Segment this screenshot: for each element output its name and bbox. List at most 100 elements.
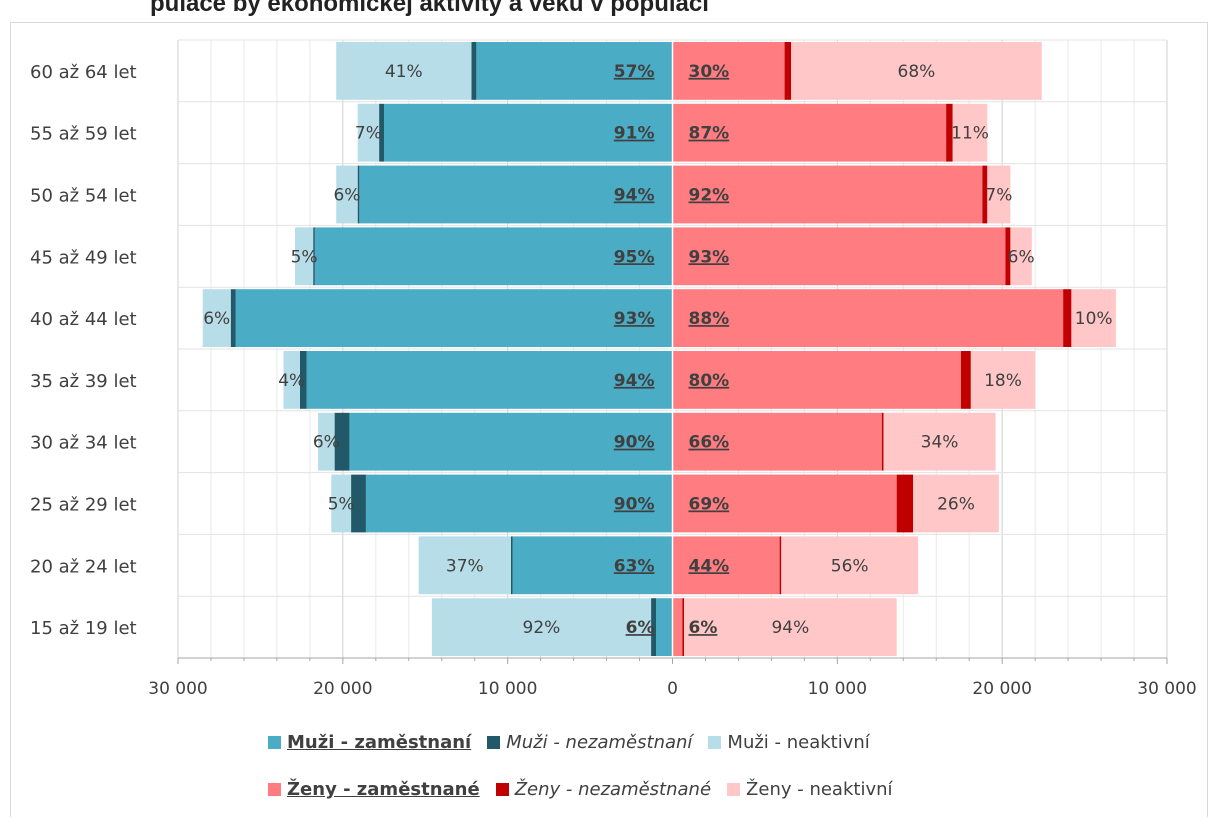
category-label: 25 až 29 let	[30, 495, 137, 516]
bar-women-unemployed	[960, 351, 971, 409]
legend-label: Muži - nezaměstnaní	[506, 732, 693, 753]
category-label: 45 až 49 let	[30, 247, 137, 268]
legend-label: Ženy - nezaměstnané	[514, 779, 712, 800]
bar-men-employed	[235, 289, 673, 347]
label-men-inactive: 6%	[203, 309, 230, 329]
bar-men-employed	[365, 474, 673, 533]
bar-men-employed	[384, 103, 673, 162]
bar-men-unemployed	[230, 289, 236, 347]
label-women-inactive: 10%	[1075, 309, 1113, 329]
bar-women-unemployed	[881, 412, 884, 471]
label-men-inactive: 6%	[313, 433, 340, 453]
label-women-employed: 88%	[689, 309, 730, 329]
bar-women-employed	[672, 412, 882, 471]
bar-women-employed	[672, 227, 1006, 286]
label-men-inactive: 92%	[523, 618, 561, 638]
label-women-employed: 92%	[689, 186, 730, 206]
category-label: 60 až 64 let	[30, 62, 137, 83]
label-men-inactive: 41%	[385, 62, 423, 82]
label-women-employed: 44%	[689, 556, 730, 576]
bar-women-unemployed	[784, 42, 792, 100]
label-men-employed: 57%	[614, 62, 655, 82]
bar-women-unemployed	[682, 598, 685, 656]
category-label: 15 až 19 let	[30, 618, 137, 639]
bar-women-inactive	[883, 412, 996, 471]
label-men-employed: 90%	[614, 433, 655, 453]
category-label: 55 až 59 let	[30, 124, 137, 145]
labels-group: 41% 68% 57% 30% 7% 11% 91% 87% 6% 7% 94% 92% 5% 6% 95%…	[203, 62, 1112, 638]
label-women-employed: 93%	[689, 247, 730, 267]
bar-men-unemployed	[471, 42, 477, 100]
legend-row-women: Ženy - zaměstnané Ženy - nezaměstnané Ženy…	[268, 779, 903, 800]
legend-label: Ženy - zaměstnané	[287, 779, 480, 800]
bar-men-unemployed	[351, 474, 366, 533]
legend-label: Ženy - neaktivní	[746, 779, 893, 800]
label-women-employed: 87%	[689, 124, 730, 144]
legend-swatch	[268, 783, 281, 796]
category-label: 40 až 44 let	[30, 309, 137, 330]
bar-men-inactive	[336, 165, 358, 224]
bar-men-employed	[349, 412, 673, 471]
legend-swatch	[268, 736, 281, 749]
x-tick-label: 0	[667, 679, 678, 699]
legend-row-men: Muži - zaměstnaní Muži - nezaměstnaní Muži…	[268, 732, 880, 753]
label-men-employed: 94%	[614, 371, 655, 391]
label-women-employed: 69%	[689, 495, 730, 515]
bar-women-unemployed	[1063, 289, 1072, 347]
bar-women-employed	[672, 103, 947, 162]
category-label: 30 až 34 let	[30, 433, 137, 454]
bar-men-employed	[359, 165, 673, 224]
legend-item: Ženy - neaktivní	[727, 779, 893, 800]
bar-women-inactive	[791, 42, 1042, 100]
label-men-inactive: 37%	[446, 556, 484, 576]
bar-men-employed	[306, 351, 673, 409]
bar-men-unemployed	[313, 227, 315, 286]
legend-item: Ženy - zaměstnané	[268, 779, 480, 800]
bar-men-inactive	[318, 412, 335, 471]
bars-group	[202, 40, 1116, 658]
x-tick-label: 30 000	[1137, 679, 1196, 699]
label-men-employed: 90%	[614, 495, 655, 515]
legend-label: Muži - neaktivní	[727, 732, 870, 753]
label-women-inactive: 34%	[921, 433, 959, 453]
bar-women-unemployed	[779, 536, 782, 595]
bar-women-unemployed	[1005, 227, 1011, 286]
label-women-inactive: 68%	[898, 62, 936, 82]
label-men-inactive: 7%	[355, 124, 382, 144]
x-tick-label: 10 000	[478, 679, 537, 699]
bar-men-employed	[314, 227, 673, 286]
legend-item: Muži - nezaměstnaní	[487, 732, 692, 753]
bar-women-employed	[672, 289, 1064, 347]
category-label: 50 až 54 let	[30, 186, 137, 207]
bar-men-inactive	[331, 474, 352, 533]
chart-frame	[10, 22, 1208, 817]
label-women-inactive: 26%	[937, 495, 975, 515]
label-women-inactive: 18%	[984, 371, 1022, 391]
legend-item: Muži - neaktivní	[708, 732, 870, 753]
legend-swatch	[727, 783, 741, 796]
bar-women-inactive	[684, 598, 897, 656]
category-label: 20 až 24 let	[30, 556, 137, 577]
label-men-inactive: 5%	[291, 247, 318, 267]
bar-women-inactive	[1010, 227, 1032, 286]
label-women-inactive: 11%	[951, 124, 989, 144]
bar-men-inactive	[202, 289, 231, 347]
label-men-employed: 63%	[614, 556, 655, 576]
bar-women-employed	[672, 351, 961, 409]
category-labels: 60 až 64 let 55 až 59 let 50 až 54 let 45 a…	[30, 62, 137, 639]
category-label: 35 až 39 let	[30, 371, 137, 392]
bar-men-inactive	[336, 42, 472, 100]
bar-men-inactive	[357, 103, 380, 162]
bar-men-unemployed	[299, 351, 307, 409]
label-women-inactive: 6%	[1008, 247, 1035, 267]
label-men-inactive: 6%	[333, 186, 360, 206]
bar-men-inactive	[431, 598, 652, 656]
x-tick-label: 20 000	[313, 679, 372, 699]
bar-women-employed	[672, 536, 780, 595]
label-men-employed: 93%	[614, 309, 655, 329]
bar-women-employed	[672, 474, 897, 533]
bar-men-employed	[476, 42, 673, 100]
label-women-employed: 66%	[689, 433, 730, 453]
bar-women-unemployed	[896, 474, 914, 533]
x-tick-label: 20 000	[972, 679, 1031, 699]
